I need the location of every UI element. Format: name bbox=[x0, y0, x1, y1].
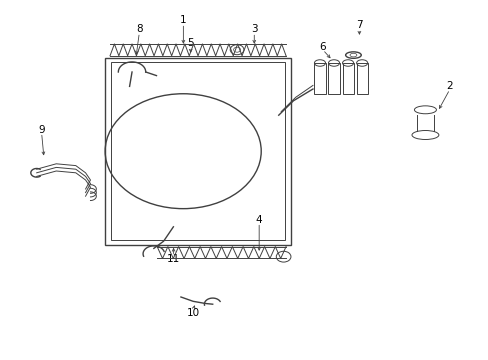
Text: 10: 10 bbox=[186, 308, 199, 318]
Bar bbox=[314, 63, 325, 94]
Text: 1: 1 bbox=[180, 15, 186, 25]
Text: 11: 11 bbox=[166, 254, 180, 264]
Text: 3: 3 bbox=[250, 24, 257, 34]
Text: 2: 2 bbox=[446, 81, 452, 91]
Text: 7: 7 bbox=[355, 20, 362, 30]
Text: 8: 8 bbox=[136, 24, 142, 34]
Bar bbox=[105, 58, 290, 245]
Bar bbox=[111, 62, 285, 240]
Text: 9: 9 bbox=[38, 125, 45, 135]
Text: 6: 6 bbox=[319, 42, 325, 52]
Text: 5: 5 bbox=[187, 38, 194, 48]
Bar bbox=[328, 63, 339, 94]
Bar bbox=[342, 63, 353, 94]
Bar bbox=[356, 63, 367, 94]
Text: 4: 4 bbox=[255, 215, 262, 225]
